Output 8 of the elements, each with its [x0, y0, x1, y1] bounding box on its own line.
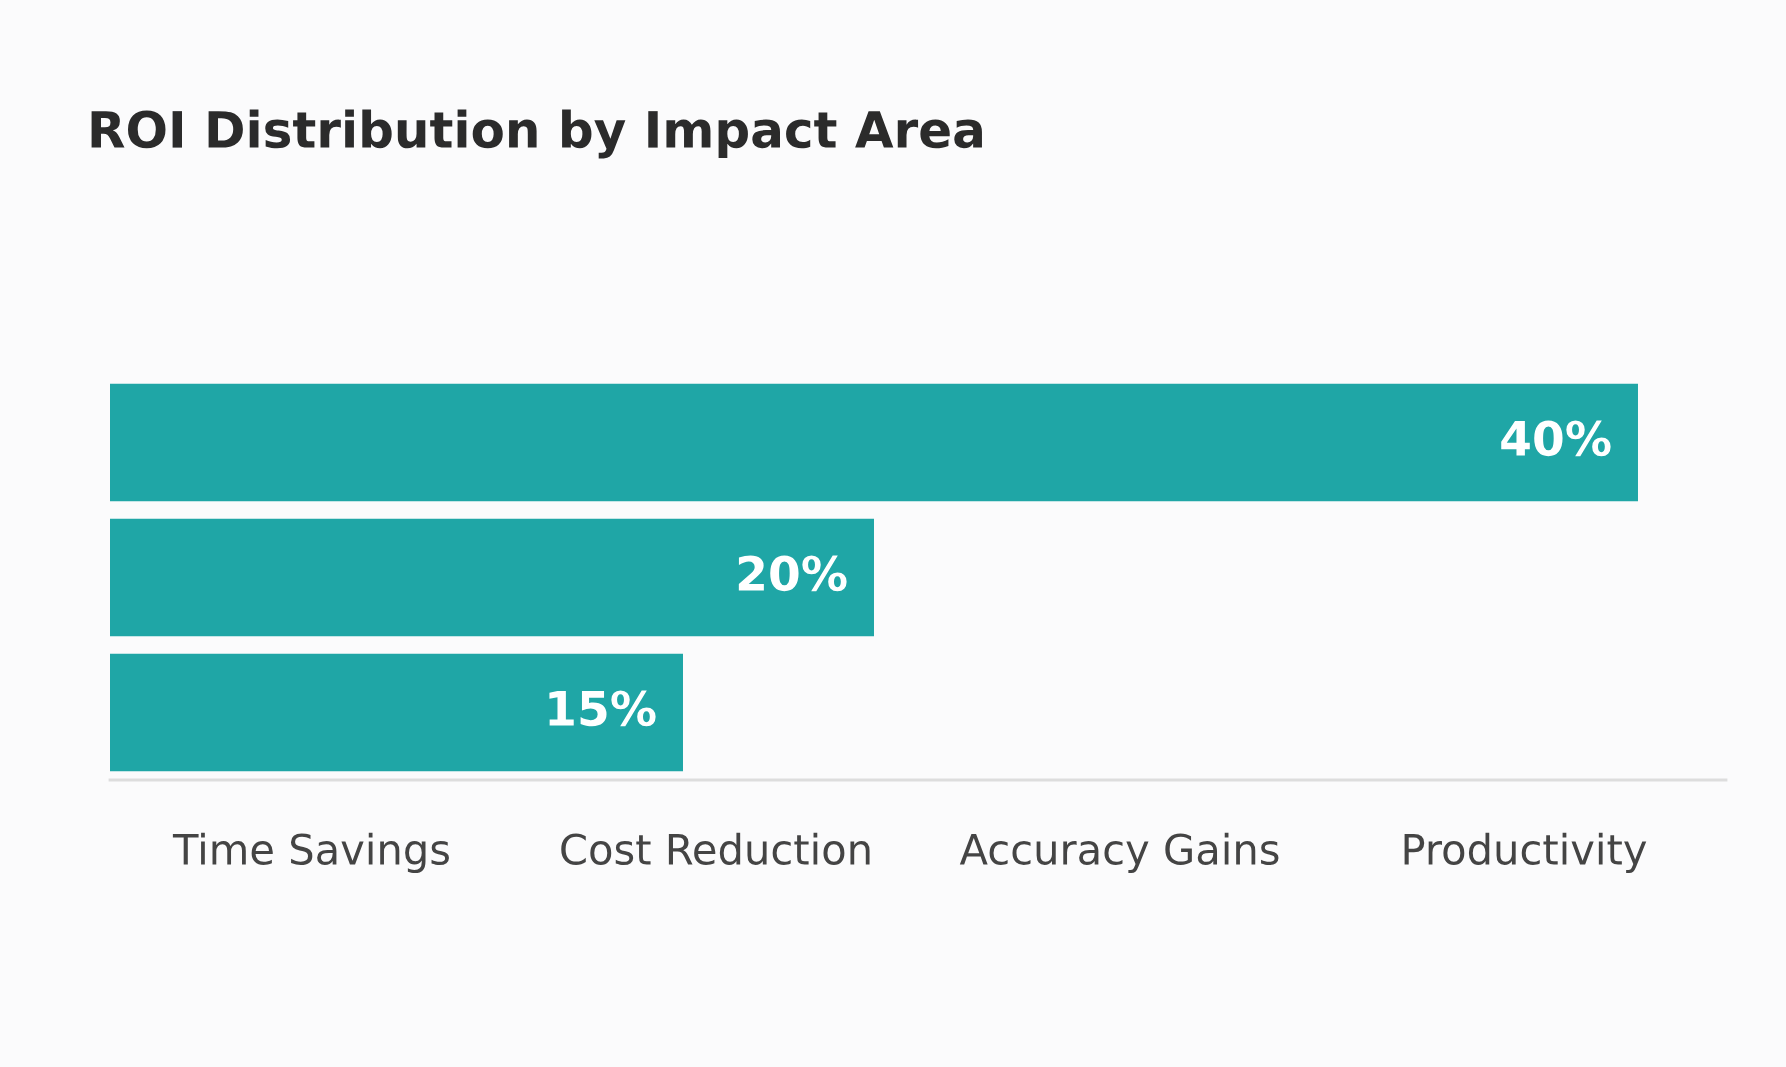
text: Cost Reduction	[561, 832, 870, 865]
data-label: 20%	[738, 555, 847, 592]
text: Time Savings	[172, 832, 449, 874]
text: Accuracy Gains	[959, 832, 1279, 874]
data-label: 40%	[1501, 420, 1611, 457]
data-label: 15%	[549, 690, 656, 727]
chart-title: ROI Distribution by Impact Area	[91, 109, 982, 159]
text: Productivity	[1404, 832, 1647, 874]
